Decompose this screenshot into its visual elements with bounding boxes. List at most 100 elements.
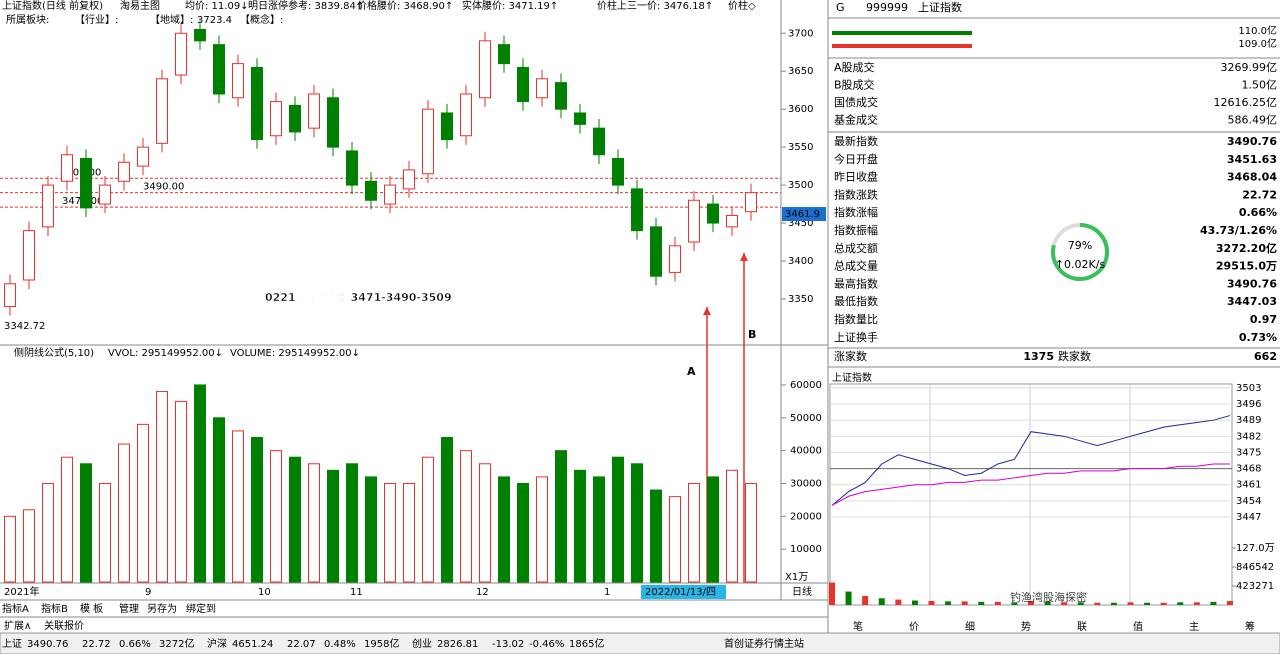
volume-bar bbox=[460, 450, 472, 583]
panel-tab[interactable]: 势 bbox=[1021, 620, 1031, 633]
stat-label: 总成交额 bbox=[834, 241, 878, 255]
tab[interactable]: 管理 bbox=[119, 602, 139, 615]
y-tick-label: 3650 bbox=[788, 66, 813, 77]
candle-body bbox=[536, 78, 548, 99]
ring-label: 79% bbox=[1068, 239, 1092, 252]
tab[interactable]: 模 板 bbox=[80, 602, 103, 615]
volume-bar bbox=[479, 463, 491, 583]
volume-unit: X1万 bbox=[785, 572, 808, 583]
panel-tab[interactable]: 价 bbox=[909, 621, 919, 633]
stat-value: 3447.03 bbox=[1227, 295, 1277, 308]
tab[interactable]: 扩展∧ bbox=[4, 619, 31, 632]
volume-value: 586.49亿 bbox=[1228, 114, 1278, 127]
volume-bar bbox=[517, 482, 529, 583]
candle-body bbox=[631, 188, 643, 232]
marker-label: A bbox=[687, 365, 696, 378]
period: 日线 bbox=[792, 585, 812, 598]
y-tick-label: 3454 bbox=[1236, 496, 1261, 507]
arrow-head bbox=[740, 253, 748, 261]
stat-label: 最高指数 bbox=[834, 276, 878, 290]
candle-body bbox=[118, 161, 130, 182]
status-price: 2826.81 bbox=[437, 639, 478, 650]
candle-body bbox=[61, 154, 73, 182]
candle-body bbox=[289, 104, 301, 133]
date-label: 10 bbox=[258, 587, 271, 598]
status-change: 22.72 bbox=[82, 639, 111, 650]
candle-body bbox=[42, 184, 54, 228]
stat-value: 43.73/1.26% bbox=[1200, 224, 1277, 237]
candle-body bbox=[175, 32, 187, 76]
candle-body bbox=[422, 108, 434, 175]
candle-body bbox=[460, 93, 472, 137]
candle-body bbox=[270, 101, 282, 137]
intraday-volume-bar bbox=[911, 600, 918, 605]
tab[interactable]: 绑定到 bbox=[186, 602, 216, 615]
volume-bar bbox=[61, 456, 73, 583]
volume-bar bbox=[42, 482, 54, 583]
stat-label: 今日开盘 bbox=[834, 152, 878, 166]
candle-body bbox=[327, 97, 339, 148]
status-amount: 3272亿 bbox=[159, 637, 194, 650]
intraday-volume-bar bbox=[928, 600, 935, 605]
intraday-volume-bar bbox=[1160, 602, 1167, 605]
candle-body bbox=[308, 93, 320, 129]
y-tick-label: 3700 bbox=[788, 28, 813, 39]
date-label: 1 bbox=[604, 587, 610, 598]
status-pct: -0.46% bbox=[529, 639, 564, 650]
panel-tab[interactable]: 主 bbox=[1189, 621, 1199, 633]
panel-tab[interactable]: 筹 bbox=[1245, 620, 1255, 633]
tab[interactable]: 指标B bbox=[41, 602, 68, 615]
volume-bar bbox=[137, 423, 149, 583]
avg-line bbox=[831, 463, 1230, 506]
candle-body bbox=[612, 158, 624, 186]
ring-rate: ↑0.02K/s bbox=[1055, 258, 1106, 271]
panel-tab[interactable]: 联 bbox=[1077, 621, 1087, 633]
vol-tick-label: 127.0万 bbox=[1236, 543, 1275, 554]
tab[interactable]: 关联报价 bbox=[44, 619, 84, 632]
volume-bar bbox=[213, 417, 225, 583]
intraday-volume-bar bbox=[1077, 602, 1084, 605]
volume-bar bbox=[669, 496, 681, 583]
volume-value: 3269.99亿 bbox=[1221, 61, 1278, 74]
volume-bar bbox=[422, 456, 434, 583]
intraday-volume-bar bbox=[945, 601, 952, 605]
intraday-volume-bar bbox=[994, 601, 1001, 605]
intraday-volume-bar bbox=[1227, 600, 1233, 605]
marker-label: B bbox=[748, 328, 756, 341]
breadth-up: 1375 bbox=[1023, 350, 1054, 363]
volume-bar bbox=[99, 482, 111, 583]
code: 999999 bbox=[866, 1, 908, 14]
tab[interactable]: 另存为 bbox=[147, 602, 177, 615]
y-tick-label: 3447 bbox=[1236, 512, 1261, 523]
y-tick-label: 3468 bbox=[1236, 464, 1261, 475]
volume-bar bbox=[80, 463, 92, 583]
volume-bar bbox=[384, 482, 396, 583]
date-label: 2021年 bbox=[4, 585, 39, 598]
panel-tab[interactable]: 细 bbox=[965, 620, 975, 633]
candle-body bbox=[555, 82, 567, 110]
stat-value: 22.72 bbox=[1242, 188, 1277, 201]
stat-value: 3272.20亿 bbox=[1216, 241, 1277, 255]
intraday-volume-bar bbox=[1193, 602, 1200, 605]
volume-bar bbox=[593, 476, 605, 583]
panel-tab[interactable]: 值 bbox=[1133, 620, 1143, 633]
stat-value: 0.66% bbox=[1239, 206, 1277, 219]
vol-tick-label: 846542 bbox=[1236, 562, 1274, 573]
volume-bar bbox=[688, 482, 700, 583]
y-tick-label: 50000 bbox=[790, 413, 822, 424]
stat-label: 指数涨幅 bbox=[834, 205, 878, 219]
candle-body bbox=[156, 78, 168, 144]
candle-body bbox=[574, 112, 586, 125]
candle-body bbox=[80, 158, 92, 209]
candle-body bbox=[479, 40, 491, 99]
volume-bar bbox=[327, 469, 339, 583]
y-tick-label: 3600 bbox=[788, 104, 813, 115]
y-tick-label: 40000 bbox=[790, 446, 822, 457]
tab[interactable]: 指标A bbox=[2, 602, 29, 615]
stock-name: 上证指数 bbox=[918, 0, 962, 14]
panel-tab[interactable]: 笔 bbox=[853, 620, 863, 633]
date-label: 9 bbox=[145, 587, 151, 598]
volume-item: VVOL: 295149952.00↓ bbox=[108, 348, 223, 359]
volume-value: 12616.25亿 bbox=[1214, 96, 1278, 109]
